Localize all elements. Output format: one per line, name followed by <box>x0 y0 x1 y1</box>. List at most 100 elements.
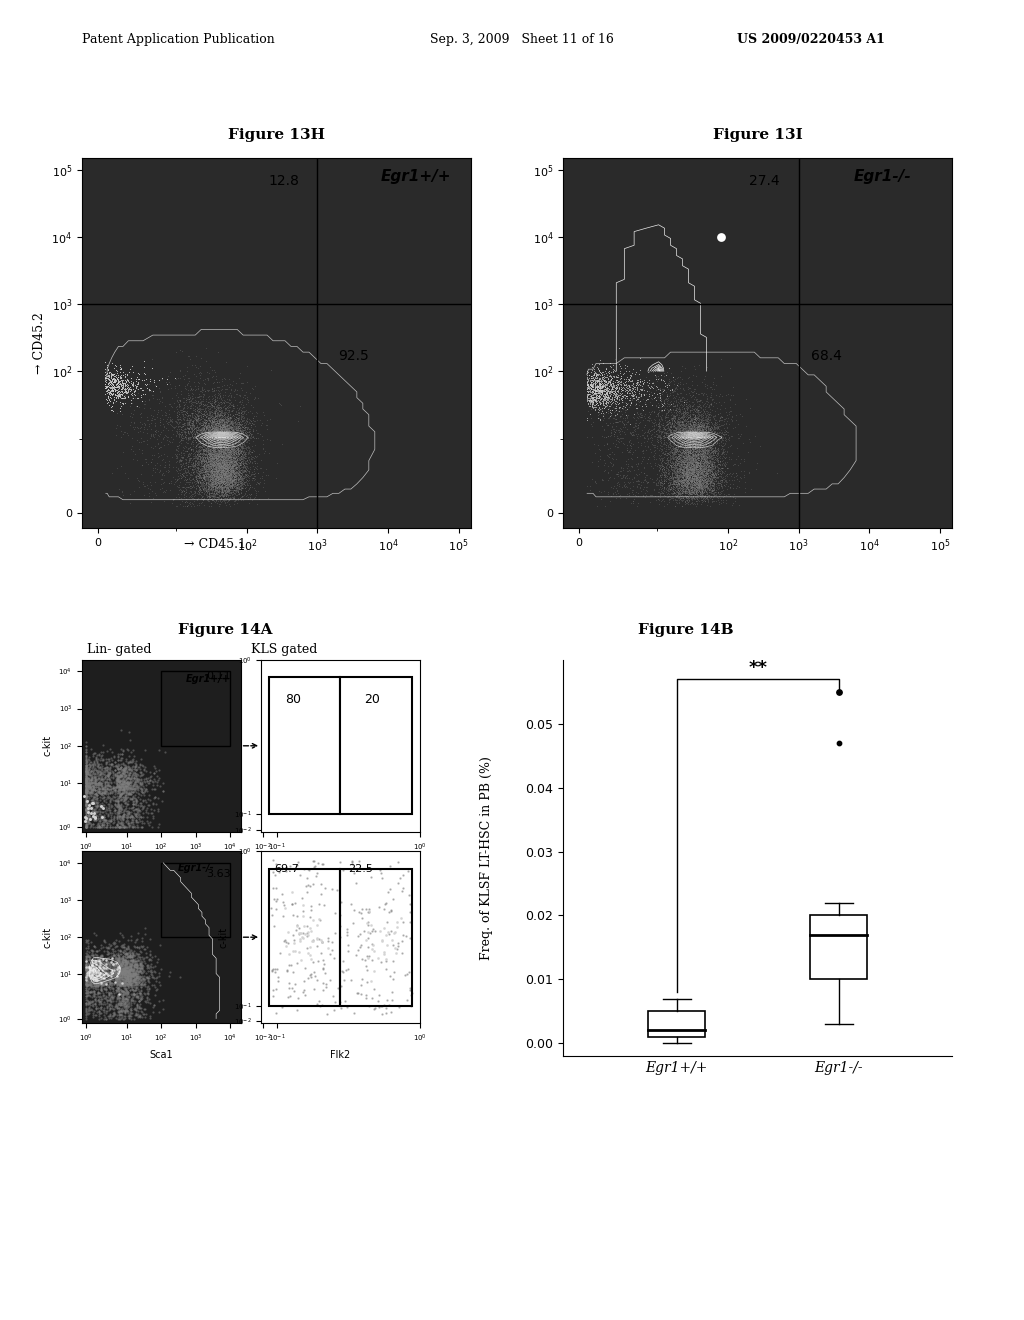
Point <box>222 418 239 440</box>
Point <box>191 404 208 425</box>
Point <box>206 411 222 432</box>
Point <box>81 805 97 826</box>
Point <box>222 446 239 467</box>
Point <box>225 453 242 474</box>
Point <box>624 392 640 413</box>
Point <box>123 970 139 991</box>
Point <box>204 462 220 483</box>
Point <box>228 424 245 445</box>
Point <box>112 962 128 983</box>
Point <box>78 767 94 788</box>
Point <box>199 441 215 462</box>
Point <box>690 408 707 429</box>
Point <box>218 454 234 475</box>
Point <box>111 803 127 824</box>
Point <box>674 454 690 475</box>
Point <box>225 446 242 467</box>
Point <box>183 453 200 474</box>
Point <box>221 388 238 409</box>
Point <box>135 430 152 451</box>
Point <box>666 470 682 491</box>
Point <box>693 462 710 483</box>
Point <box>611 337 628 358</box>
Point <box>103 767 120 788</box>
Point <box>103 381 120 403</box>
Point <box>220 425 237 446</box>
Point <box>622 374 638 395</box>
Point <box>230 416 247 437</box>
Point <box>647 395 664 416</box>
Point <box>237 483 253 504</box>
Point <box>105 953 122 974</box>
Point <box>683 454 699 475</box>
Point <box>106 937 123 958</box>
Point <box>220 461 237 482</box>
Point <box>111 781 127 803</box>
Point <box>226 462 243 483</box>
Point <box>208 425 224 446</box>
Point <box>694 450 711 471</box>
Point <box>675 471 691 492</box>
Point <box>725 467 741 488</box>
Point <box>126 767 142 788</box>
Point <box>690 436 707 457</box>
Point <box>212 414 228 436</box>
Point <box>130 756 146 777</box>
Point <box>220 465 237 486</box>
Point <box>682 475 698 496</box>
Point <box>127 962 143 983</box>
Point <box>686 492 702 513</box>
Point <box>679 429 695 450</box>
Point <box>203 453 219 474</box>
Point <box>686 430 702 451</box>
Point <box>196 457 212 478</box>
Point <box>208 454 224 475</box>
Point <box>105 375 122 396</box>
Point <box>199 430 215 451</box>
Point <box>207 473 223 494</box>
Point <box>110 998 126 1019</box>
Point <box>122 968 138 989</box>
Point <box>227 471 244 492</box>
Point <box>155 449 171 470</box>
Point <box>620 392 636 413</box>
Point <box>110 812 126 833</box>
Point <box>682 446 698 467</box>
Point <box>580 375 596 396</box>
Point <box>352 935 369 956</box>
Point <box>690 396 707 417</box>
Point <box>697 467 714 488</box>
Point <box>239 371 255 392</box>
Point <box>205 453 221 474</box>
Point <box>199 447 215 469</box>
Point <box>597 388 613 409</box>
Point <box>689 446 706 467</box>
Point <box>128 974 144 995</box>
Point <box>221 470 238 491</box>
Point <box>191 428 208 449</box>
Point <box>78 772 94 793</box>
Point <box>636 477 652 498</box>
Point <box>691 480 708 502</box>
Point <box>205 425 221 446</box>
Point <box>185 469 202 490</box>
Point <box>216 469 232 490</box>
Point <box>188 409 205 430</box>
Point <box>677 459 693 480</box>
Point <box>694 474 711 495</box>
Point <box>78 814 94 836</box>
Point <box>202 466 218 487</box>
Point <box>587 375 603 396</box>
Point <box>96 952 113 973</box>
Point <box>685 421 701 442</box>
Point <box>671 436 687 457</box>
Point <box>204 466 220 487</box>
Point <box>671 455 687 477</box>
Point <box>585 389 601 411</box>
Point <box>703 416 720 437</box>
Point <box>716 453 732 474</box>
Point <box>85 755 101 776</box>
Point <box>699 461 716 482</box>
Point <box>227 441 244 462</box>
Point <box>78 952 94 973</box>
